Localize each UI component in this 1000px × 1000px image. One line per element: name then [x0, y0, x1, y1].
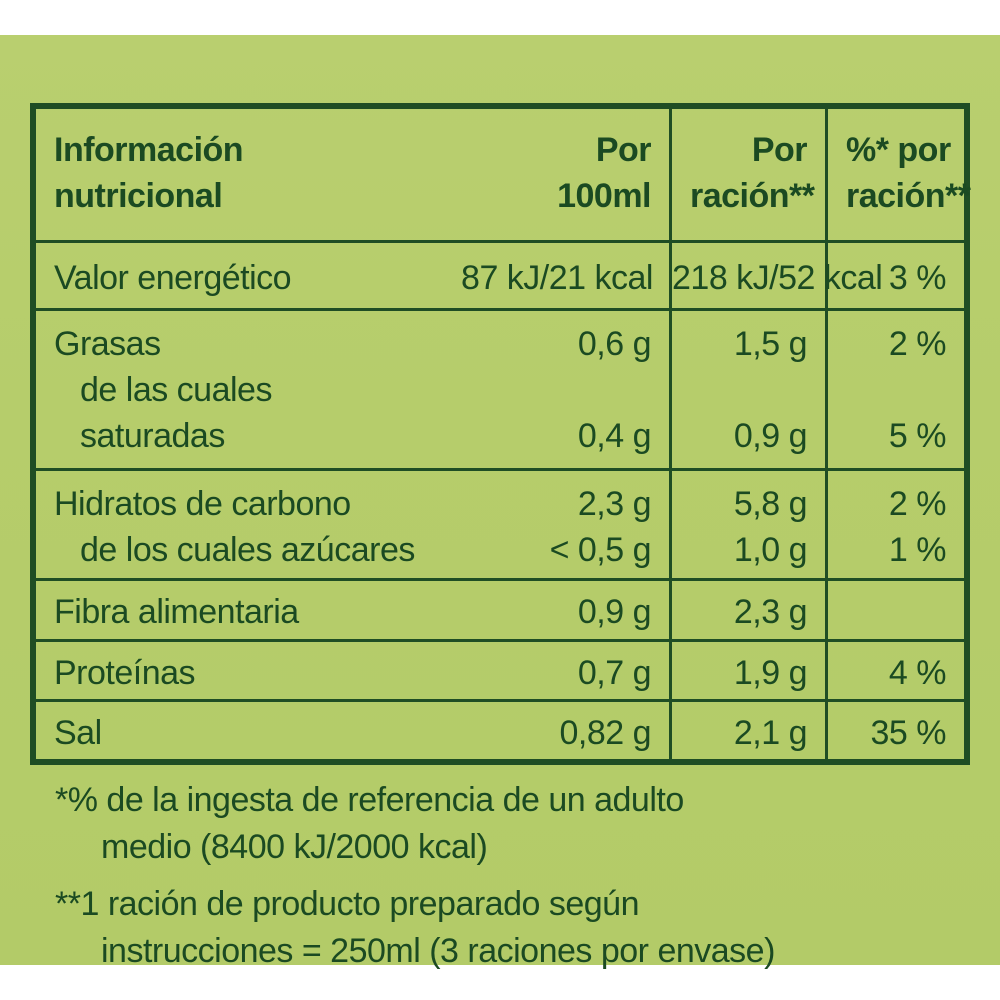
value-per-serving: 1,5 g — [733, 325, 808, 364]
value-per-100ml: < 0,5 g — [549, 530, 652, 569]
value-percent: 2 % — [888, 484, 947, 523]
spacer — [487, 367, 652, 413]
table-row: Valor energético 87 kJ/21 kcal 218 kJ/52… — [33, 240, 967, 312]
value-per-100ml-cell: 2,3 g < 0,5 g — [468, 467, 672, 582]
table-header-row: Información nutricional Por 100ml Por ra… — [33, 105, 971, 244]
value-per-100ml: 0,9 g — [468, 578, 672, 642]
nutrition-label-panel: Información nutricional Por 100ml Por ra… — [0, 35, 1000, 970]
header-text: Por — [595, 131, 652, 169]
nutrient-sub-label: de las cuales — [80, 371, 272, 410]
value-per-serving: 2,1 g — [669, 698, 828, 763]
value-percent: 5 % — [888, 417, 947, 456]
value-per-serving: 1,0 g — [733, 530, 808, 569]
header-per-100ml: Por 100ml — [468, 105, 672, 244]
footnote-reference-intake-cont: medio (8400 kJ/2000 kcal) — [101, 828, 488, 866]
value-per-100ml-cell: 0,6 g 0,4 g — [468, 308, 672, 471]
footnote-serving: **1 ración de producto preparado según — [55, 885, 640, 923]
value-per-serving-cell: 5,8 g 1,0 g — [669, 467, 828, 582]
table-row: Fibra alimentaria 0,9 g 2,3 g — [33, 578, 967, 642]
value-percent: 4 % — [825, 638, 967, 702]
value-per-100ml: 0,4 g — [577, 417, 652, 456]
value-per-serving: 5,8 g — [733, 484, 808, 523]
value-per-100ml: 0,82 g — [468, 698, 672, 763]
footnote-serving-cont: instrucciones = 250ml (3 raciones por en… — [101, 932, 775, 970]
header-nutrition-info: Información nutricional — [33, 105, 469, 244]
nutrient-name: Valor energético — [54, 259, 292, 298]
header-percent-serving: %* por ración** — [825, 105, 971, 244]
nutrient-name: Hidratos de carbono — [54, 484, 351, 523]
spacer — [846, 367, 946, 413]
nutrient-name: Grasas — [54, 325, 161, 364]
value-percent — [825, 578, 967, 642]
value-per-serving: 1,9 g — [669, 638, 828, 702]
nutrition-table: Información nutricional Por 100ml Por ra… — [30, 103, 971, 765]
nutrient-name-cell: Grasas de las cuales saturadas — [33, 308, 469, 471]
header-text: nutricional — [54, 177, 223, 215]
table-row: Hidratos de carbono de los cuales azúcar… — [33, 467, 967, 582]
value-per-serving: 0,9 g — [733, 417, 808, 456]
header-text: Por — [751, 131, 808, 169]
footnotes: *% de la ingesta de referencia de un adu… — [55, 777, 955, 975]
footnote-reference-intake: *% de la ingesta de referencia de un adu… — [55, 781, 684, 819]
value-percent: 35 % — [825, 698, 967, 763]
value-percent-cell: 2 % 5 % — [825, 308, 967, 471]
value-per-serving: 2,3 g — [669, 578, 828, 642]
header-text: Información — [54, 131, 244, 169]
nutrient-name: de los cuales azúcares — [80, 530, 415, 569]
value-per-serving-cell: 1,5 g 0,9 g — [669, 308, 828, 471]
spacer — [690, 367, 807, 413]
value-per-100ml: 2,3 g — [577, 484, 652, 523]
nutrient-name: saturadas — [80, 417, 225, 456]
value-per-100ml: 0,6 g — [577, 325, 652, 364]
header-text: %* por — [846, 131, 951, 169]
value-percent: 2 % — [888, 325, 947, 364]
value-percent: 3 % — [825, 240, 967, 312]
header-text: ración** — [846, 177, 971, 215]
header-text: 100ml — [557, 177, 651, 215]
value-percent: 1 % — [888, 530, 947, 569]
nutrient-name: Fibra alimentaria — [33, 578, 469, 642]
table-row: Grasas de las cuales saturadas 0,6 g 0,4… — [33, 308, 967, 471]
value-per-100ml: 87 kJ/21 kcal — [461, 259, 653, 298]
energy-cell: Valor energético 87 kJ/21 kcal — [33, 240, 672, 312]
nutrient-name-cell: Hidratos de carbono de los cuales azúcar… — [33, 467, 469, 582]
header-per-serving: Por ración** — [669, 105, 828, 244]
nutrient-name: Sal — [33, 698, 469, 763]
header-text: ración** — [690, 177, 815, 215]
table-row: Proteínas 0,7 g 1,9 g 4 % — [33, 638, 967, 702]
value-percent-cell: 2 % 1 % — [825, 467, 967, 582]
table-row: Sal 0,82 g 2,1 g 35 % — [33, 698, 967, 763]
nutrient-name: Proteínas — [33, 638, 469, 702]
value-per-serving: 218 kJ/52 kcal — [669, 240, 883, 312]
value-per-100ml: 0,7 g — [468, 638, 672, 702]
